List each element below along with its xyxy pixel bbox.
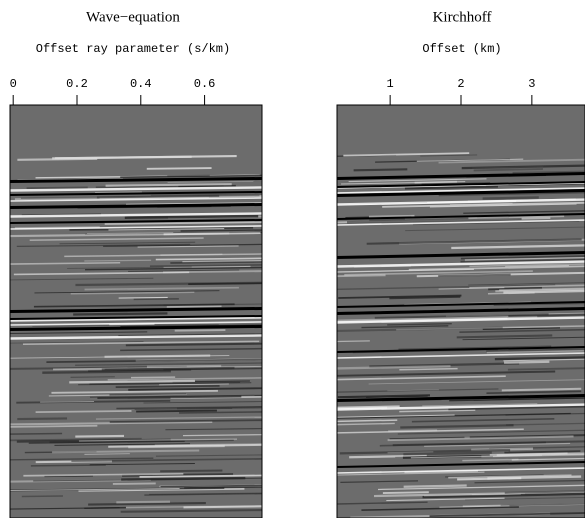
seismic-streak bbox=[70, 377, 114, 378]
seismic-streak bbox=[121, 478, 245, 479]
seismic-streak bbox=[147, 168, 212, 169]
seismic-streak bbox=[354, 169, 408, 170]
seismic-streak bbox=[113, 483, 156, 484]
seismic-streak bbox=[383, 492, 429, 493]
x-tick-label: 1 bbox=[387, 77, 394, 91]
seismic-streak bbox=[325, 341, 370, 342]
seismic-streak bbox=[88, 503, 206, 504]
seismic-streak bbox=[167, 306, 222, 307]
seismic-streak bbox=[102, 368, 235, 370]
seismic-streak bbox=[136, 411, 217, 412]
seismic-streak bbox=[160, 471, 222, 472]
seismic-streak bbox=[31, 465, 106, 466]
x-tick-label: 0.4 bbox=[130, 77, 152, 91]
x-tick-label: 0 bbox=[10, 77, 17, 91]
seismic-streak bbox=[483, 197, 539, 198]
seismic-streak bbox=[17, 418, 67, 419]
seismic-streak bbox=[404, 486, 467, 487]
seismic-streak bbox=[73, 313, 167, 314]
seismic-streak bbox=[116, 502, 170, 503]
seismic-streak bbox=[369, 216, 415, 217]
seismic-streak bbox=[319, 275, 386, 276]
panel-title: Kirchhoff bbox=[433, 9, 492, 25]
seismic-streak bbox=[84, 454, 129, 455]
seismic-streak bbox=[175, 330, 226, 331]
seismic-streak bbox=[3, 426, 98, 427]
seismic-streak bbox=[105, 356, 211, 357]
x-axis-label: Offset ray parameter (s/km) bbox=[36, 42, 230, 56]
seismic-streak bbox=[131, 377, 175, 378]
seismic-streak bbox=[106, 184, 232, 186]
seismic-streak bbox=[119, 297, 168, 298]
seismic-streak bbox=[84, 260, 151, 261]
x-axis-label: Offset (km) bbox=[422, 42, 501, 56]
seismic-streak bbox=[36, 411, 132, 412]
panel-title: Wave−equation bbox=[86, 9, 180, 25]
seismic-streak bbox=[69, 381, 195, 383]
seismic-image bbox=[317, 105, 585, 518]
seismic-streak bbox=[95, 192, 142, 193]
seismic-streak bbox=[134, 299, 179, 300]
seismic-streak bbox=[457, 478, 521, 479]
seismic-streak bbox=[415, 182, 457, 183]
x-tick-label: 2 bbox=[457, 77, 464, 91]
seismic-streak bbox=[147, 366, 221, 367]
seismic-streak bbox=[125, 216, 258, 218]
seismic-streak bbox=[75, 436, 124, 437]
seismic-streak bbox=[40, 401, 94, 402]
seismic-streak bbox=[504, 362, 549, 363]
x-tick-label: 0.6 bbox=[194, 77, 216, 91]
x-tick-label: 3 bbox=[528, 77, 535, 91]
seismic-streak bbox=[160, 254, 222, 255]
seismic-streak bbox=[0, 434, 62, 435]
x-tick-label: 0.2 bbox=[66, 77, 88, 91]
seismic-streak bbox=[27, 188, 88, 189]
